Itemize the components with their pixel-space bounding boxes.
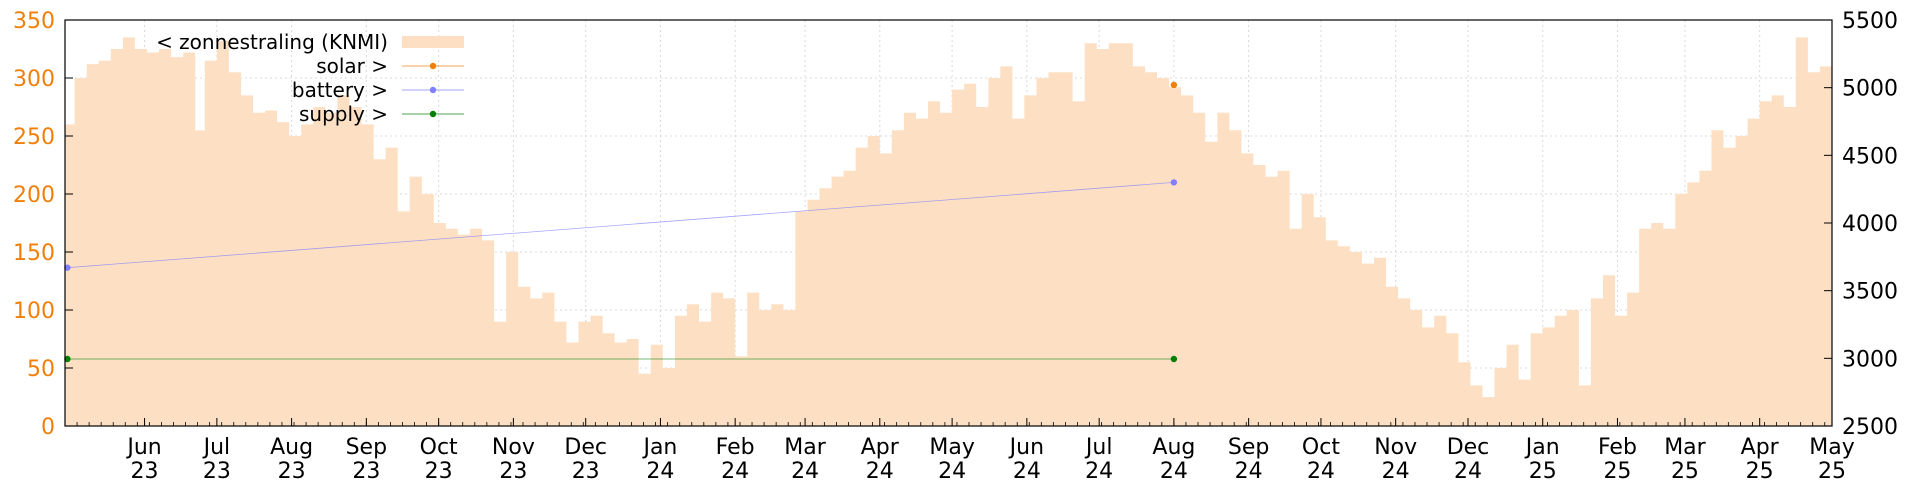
series-point-2 [1170, 179, 1178, 186]
legend-label: solar > [316, 54, 388, 78]
x-tick-month: Jun [125, 435, 161, 460]
x-tick-month: Nov [1374, 435, 1417, 460]
legend-label: < zonnestraling (KNMI) [156, 30, 388, 54]
x-tick-year: 25 [1529, 459, 1557, 480]
axis-layer: 0 50 100 150 200 250 300 350 2500 3000 3500 4000 450… [13, 9, 1898, 480]
x-tick-month: Aug [1152, 435, 1195, 460]
x-tick-month: Aug [270, 435, 313, 460]
y-right-tick-label: 5000 [1842, 77, 1898, 102]
series-point-3 [64, 355, 71, 363]
x-tick-year: 24 [791, 459, 819, 480]
x-tick-year: 25 [1603, 459, 1631, 480]
x-tick-year: 24 [1454, 459, 1482, 480]
x-tick-month: Mar [784, 435, 826, 460]
legend-layer: < zonnestraling (KNMI)solar >battery >su… [156, 30, 464, 126]
legend-label: supply > [299, 102, 388, 126]
x-tick-month: Apr [1741, 435, 1780, 460]
legend-label: battery > [292, 78, 388, 102]
x-tick-year: 23 [499, 459, 527, 480]
x-tick-year: 23 [203, 459, 231, 480]
y-right-tick-label: 3500 [1842, 280, 1898, 305]
y-right-tick-label: 3000 [1842, 347, 1898, 372]
x-tick-month: Apr [861, 435, 900, 460]
y-right-tick-label: 5500 [1842, 9, 1898, 34]
x-tick-year: 24 [938, 459, 966, 480]
x-tick-month: Jul [1084, 435, 1113, 460]
x-tick-month: May [929, 435, 974, 460]
series-point-1 [1170, 81, 1178, 89]
x-tick-month: Jan [641, 435, 677, 460]
y-right-tick-label: 4500 [1842, 144, 1898, 169]
y-left-tick-label: 0 [41, 415, 55, 440]
x-tick-year: 24 [646, 459, 674, 480]
x-tick-year: 24 [721, 459, 749, 480]
x-tick-year: 25 [1818, 459, 1846, 480]
x-tick-month: Jun [1008, 435, 1044, 460]
y-left-tick-label: 100 [13, 299, 55, 324]
x-tick-month: Dec [564, 435, 607, 460]
y-left-tick-label: 50 [27, 357, 55, 382]
x-tick-month: Sep [1228, 435, 1269, 460]
x-tick-year: 23 [131, 459, 159, 480]
x-tick-month: Sep [346, 435, 387, 460]
x-tick-year: 24 [1235, 459, 1263, 480]
y-left-tick-label: 200 [13, 183, 55, 208]
legend-swatch-area [402, 36, 464, 48]
y-right-tick-label: 4000 [1842, 212, 1898, 237]
x-tick-month: May [1809, 435, 1854, 460]
series-point-3 [1170, 355, 1178, 363]
y-right-tick-label: 2500 [1842, 415, 1898, 440]
series-point-2 [64, 264, 71, 271]
x-tick-month: Jan [1524, 435, 1560, 460]
x-tick-month: Nov [492, 435, 535, 460]
x-tick-month: Feb [716, 435, 755, 460]
x-tick-year: 24 [1085, 459, 1113, 480]
x-tick-year: 23 [425, 459, 453, 480]
x-tick-year: 23 [352, 459, 380, 480]
x-tick-month: Oct [420, 435, 458, 460]
y-left-tick-label: 250 [13, 125, 55, 150]
x-tick-year: 23 [572, 459, 600, 480]
legend-swatch-point [429, 62, 437, 70]
area-layer [65, 37, 1832, 427]
x-tick-year: 24 [1160, 459, 1188, 480]
x-tick-year: 25 [1671, 459, 1699, 480]
x-tick-year: 24 [1013, 459, 1041, 480]
series-line-2 [67, 182, 1174, 269]
legend-swatch-point [429, 110, 437, 118]
line-layer [64, 81, 1178, 363]
x-tick-year: 24 [866, 459, 894, 480]
x-tick-month: Mar [1664, 435, 1706, 460]
x-tick-month: Dec [1447, 435, 1490, 460]
legend-swatch-point [429, 86, 437, 94]
y-left-tick-label: 150 [13, 241, 55, 266]
x-tick-year: 24 [1307, 459, 1335, 480]
x-tick-year: 24 [1382, 459, 1410, 480]
y-left-tick-label: 350 [13, 9, 55, 34]
x-tick-year: 23 [278, 459, 306, 480]
x-tick-month: Jul [202, 435, 231, 460]
x-tick-month: Oct [1302, 435, 1340, 460]
x-tick-month: Feb [1598, 435, 1637, 460]
y-left-tick-label: 300 [13, 67, 55, 92]
irradiance-area [65, 37, 1832, 427]
x-tick-year: 25 [1746, 459, 1774, 480]
